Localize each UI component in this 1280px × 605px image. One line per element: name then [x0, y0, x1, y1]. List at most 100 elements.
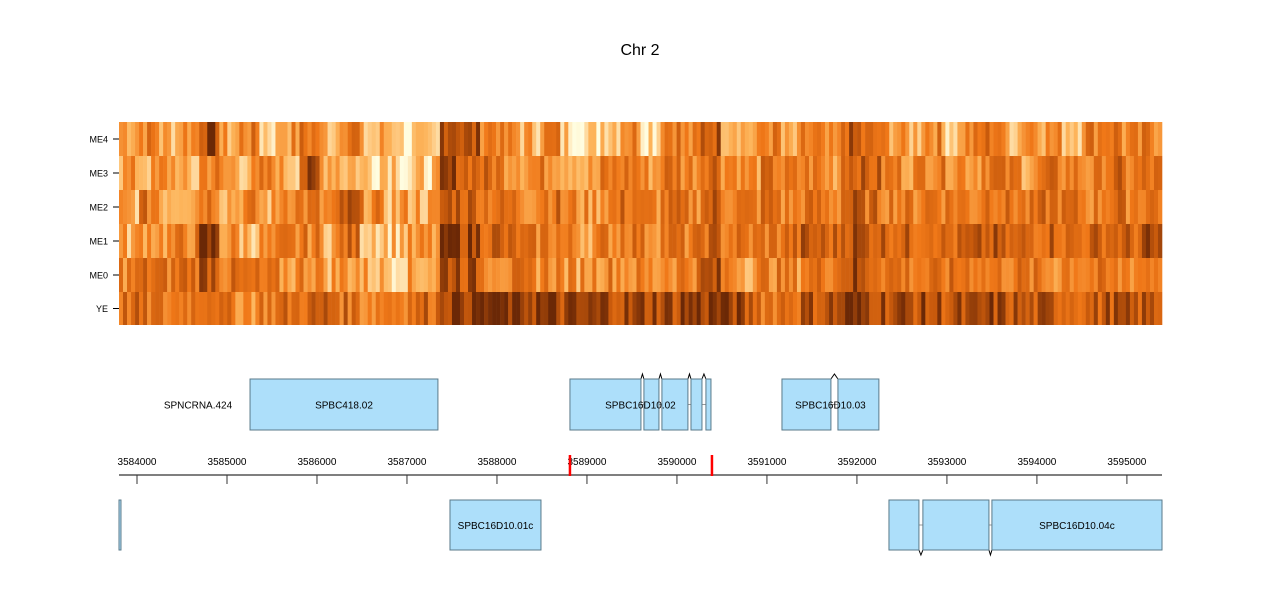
- heatmap-cell: [1153, 190, 1159, 224]
- heatmap-cell: [989, 224, 994, 258]
- heatmap-cell: [957, 156, 962, 190]
- heatmap-cell: [447, 258, 453, 292]
- heatmap-cell: [821, 122, 826, 156]
- heatmap-cell: [909, 224, 914, 258]
- heatmap-cell: [179, 156, 184, 190]
- heatmap-cell: [997, 258, 1002, 292]
- heatmap-cell: [496, 190, 501, 224]
- heatmap-cell: [1109, 190, 1115, 224]
- heatmap-cell: [636, 190, 641, 224]
- heatmap-cell: [484, 258, 489, 292]
- heatmap-cell: [576, 156, 581, 190]
- heatmap-cell: [893, 122, 898, 156]
- heatmap-cell: [780, 258, 786, 292]
- heatmap-cell: [135, 190, 140, 224]
- heatmap-cell: [604, 122, 609, 156]
- heatmap-cell: [323, 122, 328, 156]
- heatmap-cell: [973, 224, 978, 258]
- heatmap-cell: [981, 258, 986, 292]
- heatmap-cell: [893, 224, 898, 258]
- heatmap-cell: [492, 224, 497, 258]
- heatmap-cell: [407, 156, 413, 190]
- heatmap-cell: [371, 156, 377, 190]
- heatmap-cell: [845, 258, 850, 292]
- heatmap-cell: [1041, 190, 1046, 224]
- heatmap-cell: [295, 190, 300, 224]
- heatmap-cell: [764, 292, 770, 325]
- heatmap-cell: [243, 190, 248, 224]
- heatmap-cell: [171, 224, 176, 258]
- heatmap-cell: [131, 292, 136, 325]
- heatmap-cell: [865, 258, 870, 292]
- heatmap-cell: [295, 258, 300, 292]
- heatmap-cell: [905, 156, 910, 190]
- heatmap-cell: [560, 156, 565, 190]
- heatmap-cell: [624, 258, 629, 292]
- heatmap-cell: [528, 224, 533, 258]
- heatmap-cell: [953, 156, 958, 190]
- heatmap-cell: [1085, 224, 1091, 258]
- heatmap-cell: [255, 122, 260, 156]
- heatmap-cell: [367, 190, 373, 224]
- heatmap-cell: [227, 224, 232, 258]
- heatmap-cell: [492, 122, 497, 156]
- heatmap-cell: [724, 258, 730, 292]
- heatmap-cell: [167, 156, 172, 190]
- heatmap-cell: [700, 122, 705, 156]
- heatmap-cell: [989, 292, 994, 325]
- heatmap-cell: [235, 224, 240, 258]
- heatmap-cell: [199, 258, 204, 292]
- heatmap-cell: [857, 156, 862, 190]
- heatmap-cell: [143, 190, 148, 224]
- heatmap-cell: [632, 122, 637, 156]
- heatmap-cell: [672, 224, 677, 258]
- heatmap-cell: [808, 156, 814, 190]
- heatmap-cell: [239, 224, 244, 258]
- heatmap-cell: [488, 190, 493, 224]
- heatmap-cell: [500, 122, 505, 156]
- heatmap-cell: [351, 292, 356, 325]
- heatmap-cell: [813, 292, 818, 325]
- heatmap-cell: [756, 156, 762, 190]
- heatmap-cell: [792, 224, 798, 258]
- heatmap-cell: [131, 156, 136, 190]
- heatmap-cell: [849, 122, 854, 156]
- heatmap-cell: [760, 292, 766, 325]
- heatmap-cell: [985, 258, 990, 292]
- heatmap-cell: [921, 258, 926, 292]
- heatmap-cell: [500, 224, 505, 258]
- heatmap-cell: [740, 156, 746, 190]
- heatmap-cell: [937, 258, 942, 292]
- heatmap-cell: [640, 258, 645, 292]
- heatmap-cell: [1077, 292, 1083, 325]
- heatmap-cell: [632, 292, 637, 325]
- heatmap-cell: [143, 258, 148, 292]
- heatmap-cell: [897, 156, 902, 190]
- heatmap-cell: [953, 292, 958, 325]
- heatmap-cell: [1085, 292, 1091, 325]
- heatmap-cell: [287, 190, 292, 224]
- heatmap-cell: [989, 122, 994, 156]
- heatmap-cell: [247, 292, 252, 325]
- heatmap-cell: [768, 122, 774, 156]
- heatmap-cell: [664, 292, 669, 325]
- heatmap-cell: [696, 224, 701, 258]
- heatmap-cell: [945, 258, 950, 292]
- heatmap-cell: [1069, 224, 1075, 258]
- heatmap-cell: [668, 122, 673, 156]
- heatmap-cell: [451, 258, 457, 292]
- heatmap-cell: [1129, 224, 1135, 258]
- heatmap-cell: [865, 122, 870, 156]
- heatmap-cell: [752, 292, 758, 325]
- heatmap-cell: [664, 190, 669, 224]
- heatmap-cell: [728, 190, 734, 224]
- heatmap-cell: [760, 156, 766, 190]
- heatmap-cell: [347, 122, 352, 156]
- heatmap-cell: [760, 258, 766, 292]
- heatmap-cell: [123, 292, 128, 325]
- heatmap-cell: [620, 258, 625, 292]
- heatmap-cell: [1057, 122, 1063, 156]
- intron-caret: [701, 372, 707, 380]
- heatmap-cell: [885, 224, 890, 258]
- heatmap-cell: [1085, 122, 1091, 156]
